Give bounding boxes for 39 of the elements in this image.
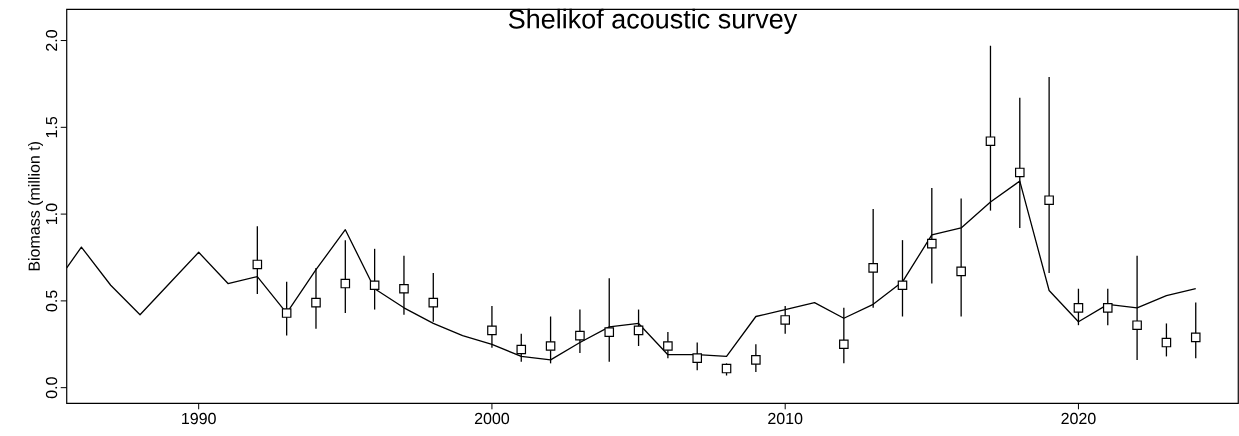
point bbox=[399, 283, 409, 294]
y-tick-label: 1.0 bbox=[45, 203, 58, 224]
point bbox=[663, 341, 673, 351]
y-tick-label: 1.5 bbox=[46, 116, 58, 138]
x-tick-label: 1990 bbox=[182, 412, 216, 425]
point bbox=[281, 308, 292, 318]
point bbox=[692, 353, 703, 363]
point bbox=[868, 263, 878, 273]
point bbox=[545, 341, 556, 351]
point bbox=[252, 259, 263, 270]
x-tick-label: 2010 bbox=[768, 412, 803, 425]
point bbox=[780, 315, 790, 325]
point bbox=[1044, 195, 1054, 206]
y-axis-title: Biomass (million t) bbox=[28, 141, 43, 271]
point bbox=[897, 280, 908, 291]
point bbox=[604, 327, 615, 337]
y-tick-label: 0.5 bbox=[45, 290, 58, 312]
point bbox=[1132, 320, 1142, 330]
point bbox=[311, 297, 321, 308]
point bbox=[1102, 303, 1113, 313]
point bbox=[985, 136, 996, 147]
point bbox=[1190, 332, 1201, 343]
point bbox=[839, 339, 849, 350]
x-tick-label: 2000 bbox=[474, 412, 510, 425]
point bbox=[428, 297, 439, 308]
point bbox=[575, 330, 585, 341]
point bbox=[487, 325, 497, 336]
point bbox=[927, 238, 937, 249]
x-tick-label: 2020 bbox=[1061, 412, 1096, 425]
y-tick-label: 2.0 bbox=[45, 30, 58, 51]
y-tick-label: 0.0 bbox=[45, 377, 58, 399]
point bbox=[1014, 167, 1025, 178]
point bbox=[751, 355, 761, 365]
chart-title: Shelikof acoustic survey bbox=[508, 8, 798, 34]
point bbox=[369, 280, 380, 291]
point bbox=[1073, 303, 1084, 313]
point bbox=[956, 266, 966, 277]
point bbox=[516, 344, 527, 355]
point bbox=[340, 278, 351, 289]
